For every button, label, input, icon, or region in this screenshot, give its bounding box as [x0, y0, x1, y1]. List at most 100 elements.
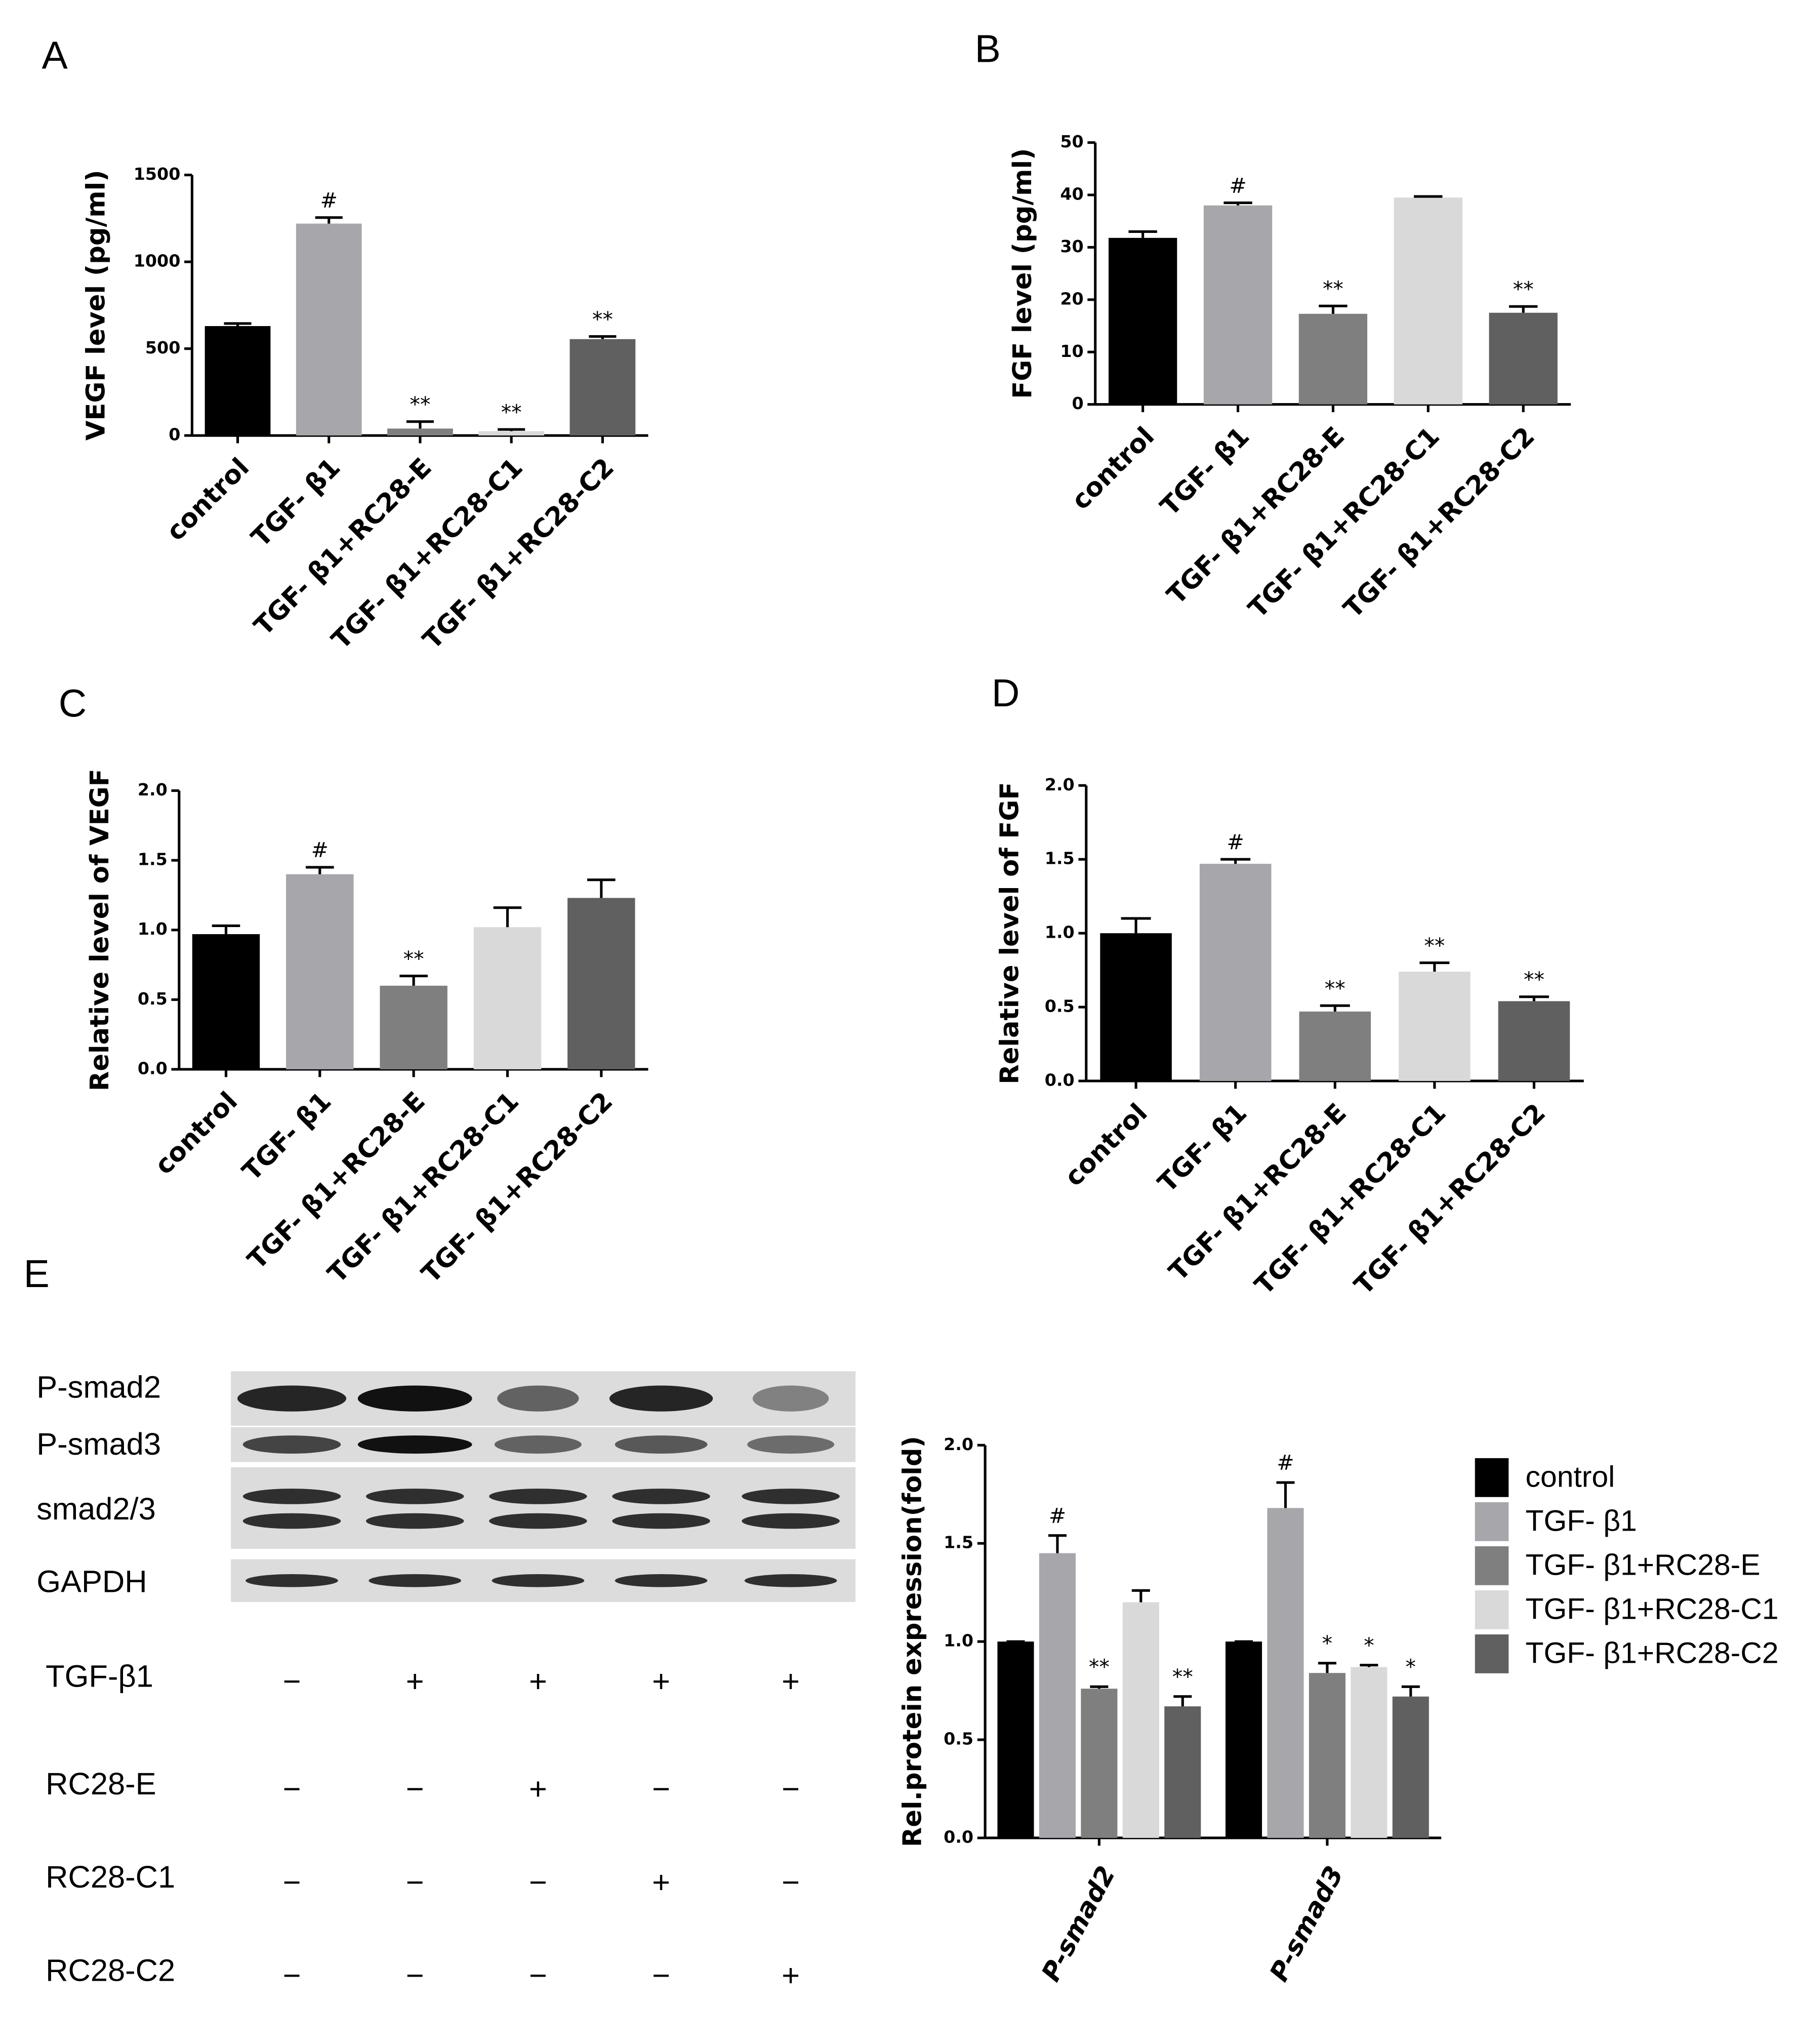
bar [1199, 863, 1272, 1081]
significance-mark: * [1406, 1655, 1416, 1679]
treatment-label: TGF-β1 [46, 1659, 153, 1694]
y-tick-label: 1.5 [138, 850, 168, 869]
x-tick-label: TGF- β1+RC28-C1 [322, 1086, 525, 1289]
legend-label: control [1526, 1460, 1615, 1493]
y-axis-label: VEGF level (pg/ml) [81, 170, 111, 440]
treatment-sign: − [782, 1865, 800, 1900]
bar [1489, 312, 1558, 405]
x-tick-label: TGF- β1 [1152, 1098, 1253, 1198]
bar [1299, 1011, 1371, 1081]
significance-mark: ** [1424, 934, 1445, 958]
y-tick-label: 0.5 [944, 1729, 973, 1749]
y-tick-label: 30 [1060, 236, 1083, 256]
bar [1298, 313, 1368, 405]
x-tick-label: TGF- β1+RC28-E [1161, 421, 1351, 611]
bar [473, 927, 542, 1069]
x-tick-label: TGF- β1+RC28-C1 [1249, 1098, 1452, 1301]
blot-strip [231, 1467, 856, 1549]
x-tick-label: P-smad3 [1264, 1861, 1350, 1987]
significance-mark: * [1364, 1633, 1374, 1658]
y-tick-label: 2.0 [1045, 775, 1075, 794]
bar [1081, 1689, 1118, 1838]
y-tick-label: 1000 [134, 251, 181, 271]
significance-mark: # [1229, 174, 1246, 198]
bar [1498, 1001, 1570, 1081]
y-tick-label: 1.0 [138, 919, 168, 939]
treatment-sign: − [529, 1958, 547, 1993]
bar [1399, 972, 1471, 1081]
panel-label: D [992, 671, 1020, 715]
significance-mark: # [1049, 1504, 1066, 1528]
significance-mark: # [1277, 1451, 1294, 1475]
y-axis-label: Relative level of FGF [994, 782, 1025, 1085]
treatment-sign: − [283, 1772, 301, 1807]
treatment-sign: − [652, 1772, 670, 1807]
significance-mark: ** [1089, 1655, 1110, 1679]
y-tick-label: 500 [145, 338, 180, 357]
blot-band [497, 1385, 579, 1412]
x-tick-label: P-smad2 [1036, 1861, 1122, 1987]
panel-label: A [42, 33, 68, 77]
y-tick-label: 40 [1060, 184, 1083, 204]
blot-band [494, 1435, 582, 1454]
blot-band [242, 1489, 341, 1504]
x-tick-label: TGF- β1+RC28-C1 [1243, 421, 1446, 624]
significance-mark: ** [592, 307, 613, 332]
y-tick-label: 1.0 [1045, 923, 1075, 942]
legend-label: TGF- β1 [1526, 1504, 1637, 1537]
bar [286, 874, 354, 1069]
x-tick-label: TGF- β1+RC28-E [1163, 1098, 1353, 1287]
blot-band [615, 1574, 708, 1587]
significance-mark: # [311, 838, 329, 862]
blot-row-label: P-smad3 [36, 1427, 161, 1462]
treatment-sign: − [406, 1958, 424, 1993]
x-tick-label: control [1066, 421, 1160, 516]
treatment-sign: + [529, 1772, 547, 1807]
bar [1164, 1706, 1201, 1838]
x-tick-label: control [1059, 1098, 1154, 1192]
blot-band [489, 1489, 587, 1504]
x-tick-label: TGF- β1+RC28-E [248, 452, 437, 642]
blot-band [357, 1385, 472, 1412]
blot-band [609, 1385, 713, 1412]
y-axis-label: FGF level (pg/ml) [1007, 148, 1038, 399]
legend-swatch [1475, 1590, 1509, 1629]
bar [205, 326, 271, 436]
y-axis-label: Relative level of VEGF [85, 769, 115, 1091]
blot-band [369, 1574, 462, 1587]
panel-label: C [59, 682, 87, 725]
treatment-label: RC28-C1 [46, 1860, 175, 1895]
blot-band [492, 1574, 585, 1587]
legend-swatch [1475, 1546, 1509, 1585]
legend-swatch [1475, 1634, 1509, 1673]
legend-label: TGF- β1+RC28-C1 [1526, 1593, 1779, 1626]
bar [997, 1641, 1034, 1838]
bar [1394, 197, 1462, 405]
bar [1108, 237, 1177, 405]
blot-band [242, 1435, 341, 1454]
x-tick-label: TGF- β1+RC28-E [242, 1086, 431, 1275]
blot-band [365, 1513, 464, 1529]
legend-swatch [1475, 1458, 1509, 1497]
treatment-sign: − [283, 1865, 301, 1900]
x-tick-label: TGF- β1+RC28-C2 [416, 1086, 619, 1289]
y-tick-label: 0 [1072, 393, 1083, 413]
x-tick-label: TGF- β1+RC28-C2 [1349, 1098, 1552, 1301]
significance-mark: ** [1513, 277, 1534, 302]
bar [1100, 933, 1172, 1081]
y-tick-label: 2.0 [944, 1434, 973, 1454]
significance-mark: # [320, 188, 338, 213]
treatment-sign: + [782, 1958, 800, 1993]
y-tick-label: 0 [169, 425, 180, 445]
blot-row-label: smad2/3 [36, 1492, 156, 1527]
blot-band [237, 1385, 347, 1412]
bar [1203, 205, 1273, 405]
blot-band [742, 1489, 840, 1504]
y-axis-label: Rel.protein expression(fold) [897, 1436, 927, 1847]
y-tick-label: 10 [1060, 341, 1083, 361]
blot-band [744, 1574, 837, 1587]
y-tick-label: 1.5 [944, 1533, 973, 1552]
significance-mark: ** [410, 392, 430, 417]
y-tick-label: 0.5 [138, 989, 168, 1009]
